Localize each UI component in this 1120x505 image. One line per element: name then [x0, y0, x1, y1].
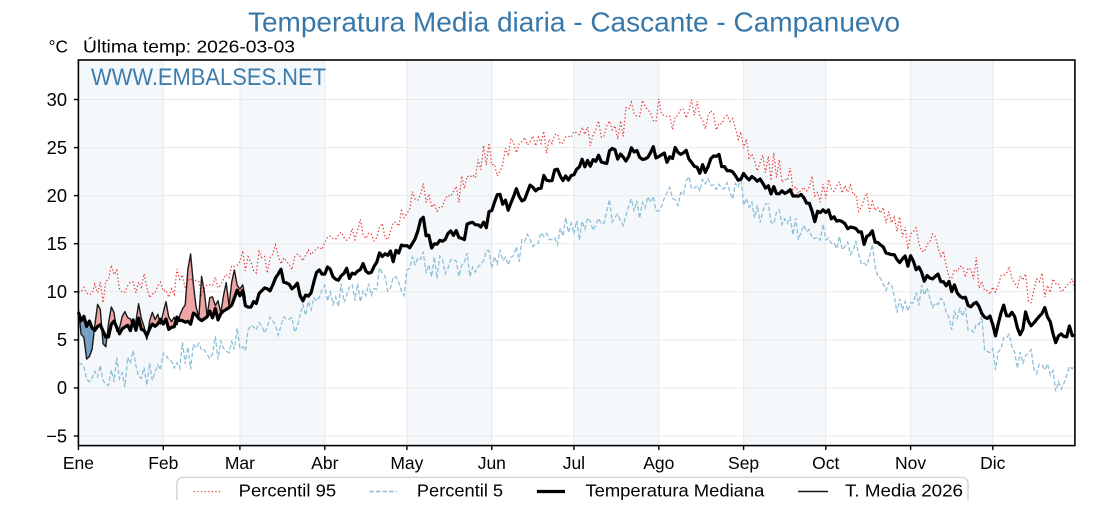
svg-text:Dic: Dic: [980, 453, 1006, 473]
svg-text:10: 10: [47, 281, 67, 302]
svg-text:Temperatura Media diaria - Cas: Temperatura Media diaria - Cascante - Ca…: [248, 7, 900, 38]
svg-text:Temperatura Mediana: Temperatura Mediana: [585, 481, 764, 500]
svg-text:May: May: [390, 453, 423, 473]
svg-text:Sep: Sep: [728, 453, 759, 473]
svg-text:15: 15: [47, 233, 67, 254]
svg-text:0: 0: [57, 377, 67, 398]
svg-text:30: 30: [47, 89, 67, 110]
svg-text:Jul: Jul: [563, 453, 585, 473]
svg-text:WWW.EMBALSES.NET: WWW.EMBALSES.NET: [91, 64, 326, 91]
svg-text:T. Media 2026: T. Media 2026: [845, 481, 963, 500]
svg-text:Ene: Ene: [63, 453, 94, 473]
svg-text:5: 5: [57, 329, 67, 350]
svg-text:Oct: Oct: [812, 453, 839, 473]
svg-text:Feb: Feb: [148, 453, 178, 473]
svg-text:Abr: Abr: [311, 453, 338, 473]
svg-text:Percentil 5: Percentil 5: [417, 481, 503, 500]
svg-text:Percentil 95: Percentil 95: [239, 481, 337, 500]
svg-text:−5: −5: [46, 425, 67, 446]
svg-text:25: 25: [47, 137, 67, 158]
svg-text:Última temp: 2026-03-03: Última temp: 2026-03-03: [83, 37, 295, 57]
svg-text:20: 20: [47, 185, 67, 206]
svg-text:Jun: Jun: [478, 453, 506, 473]
svg-text:°C: °C: [49, 37, 68, 57]
svg-text:Nov: Nov: [895, 453, 926, 473]
svg-text:Mar: Mar: [225, 453, 255, 473]
svg-text:Ago: Ago: [643, 453, 674, 473]
